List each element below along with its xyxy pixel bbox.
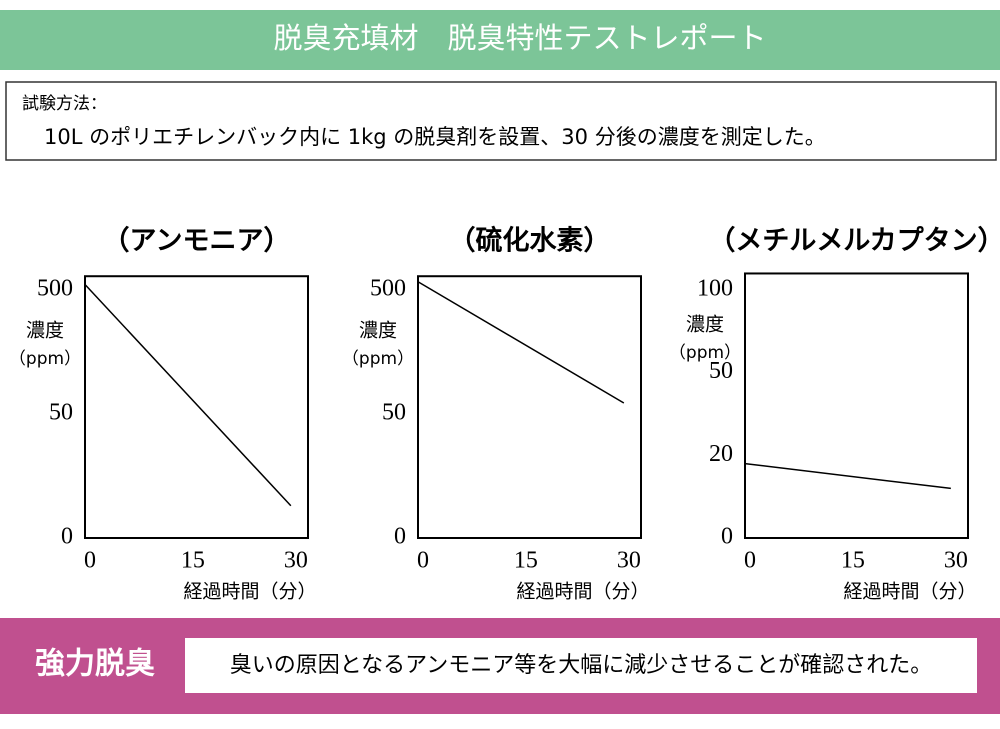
y-tick-label: 50: [49, 400, 73, 426]
plot-frame: [84, 275, 309, 539]
y-axis-unit: （ppm）: [342, 349, 414, 369]
y-tick-label: 20: [709, 441, 733, 467]
x-axis-label: 経過時間（分）: [183, 581, 316, 603]
method-box: [5, 81, 997, 161]
footer-box: [185, 638, 977, 693]
header-title: 脱臭充填材 脱臭特性テストレポート: [273, 21, 766, 55]
footer-label: 強力脱臭: [35, 647, 155, 682]
x-tick-label: 30: [284, 548, 308, 574]
y-axis-label: 濃度: [686, 313, 724, 335]
plot-frame: [417, 275, 642, 539]
x-tick-label: 0: [84, 548, 96, 574]
y-axis-label: 濃度: [26, 320, 64, 342]
y-axis-unit: （ppm）: [9, 349, 81, 369]
y-tick-label: 0: [721, 524, 733, 550]
footer-text: 臭いの原因となるアンモニア等を大幅に減少させることが確認された。: [230, 653, 932, 678]
method-label: 試験方法：: [22, 94, 107, 114]
y-tick-label: 500: [37, 276, 73, 302]
x-tick-label: 30: [617, 548, 641, 574]
data-line: [744, 462, 951, 490]
y-tick-label: 100: [697, 276, 733, 302]
x-tick-label: 30: [944, 548, 968, 574]
y-tick-label: 500: [370, 276, 406, 302]
x-tick-label: 15: [841, 548, 865, 574]
x-axis-label: 経過時間（分）: [843, 581, 976, 603]
y-tick-label: 0: [61, 524, 73, 550]
plot-frame: [744, 272, 969, 539]
method-text: 10L のポリエチレンバック内に 1kg の脱臭剤を設置、30 分後の濃度を測定…: [44, 125, 826, 149]
data-line: [84, 283, 292, 507]
x-axis-label: 経過時間（分）: [516, 581, 649, 603]
chart-title: （メチルメルカプタン）: [708, 226, 1000, 257]
x-tick-label: 15: [514, 548, 538, 574]
y-axis-unit: （ppm）: [669, 343, 741, 363]
x-tick-label: 15: [181, 548, 205, 574]
y-tick-label: 50: [709, 358, 733, 384]
y-tick-label: 50: [382, 400, 406, 426]
y-axis-label: 濃度: [359, 320, 397, 342]
header-bar: [0, 10, 1000, 70]
chart-title: （硫化水素）: [449, 225, 611, 257]
chart-title: （アンモニア）: [103, 226, 291, 257]
data-line: [417, 281, 625, 404]
y-tick-label: 0: [394, 524, 406, 550]
x-tick-label: 0: [744, 548, 756, 574]
x-tick-label: 0: [417, 548, 429, 574]
